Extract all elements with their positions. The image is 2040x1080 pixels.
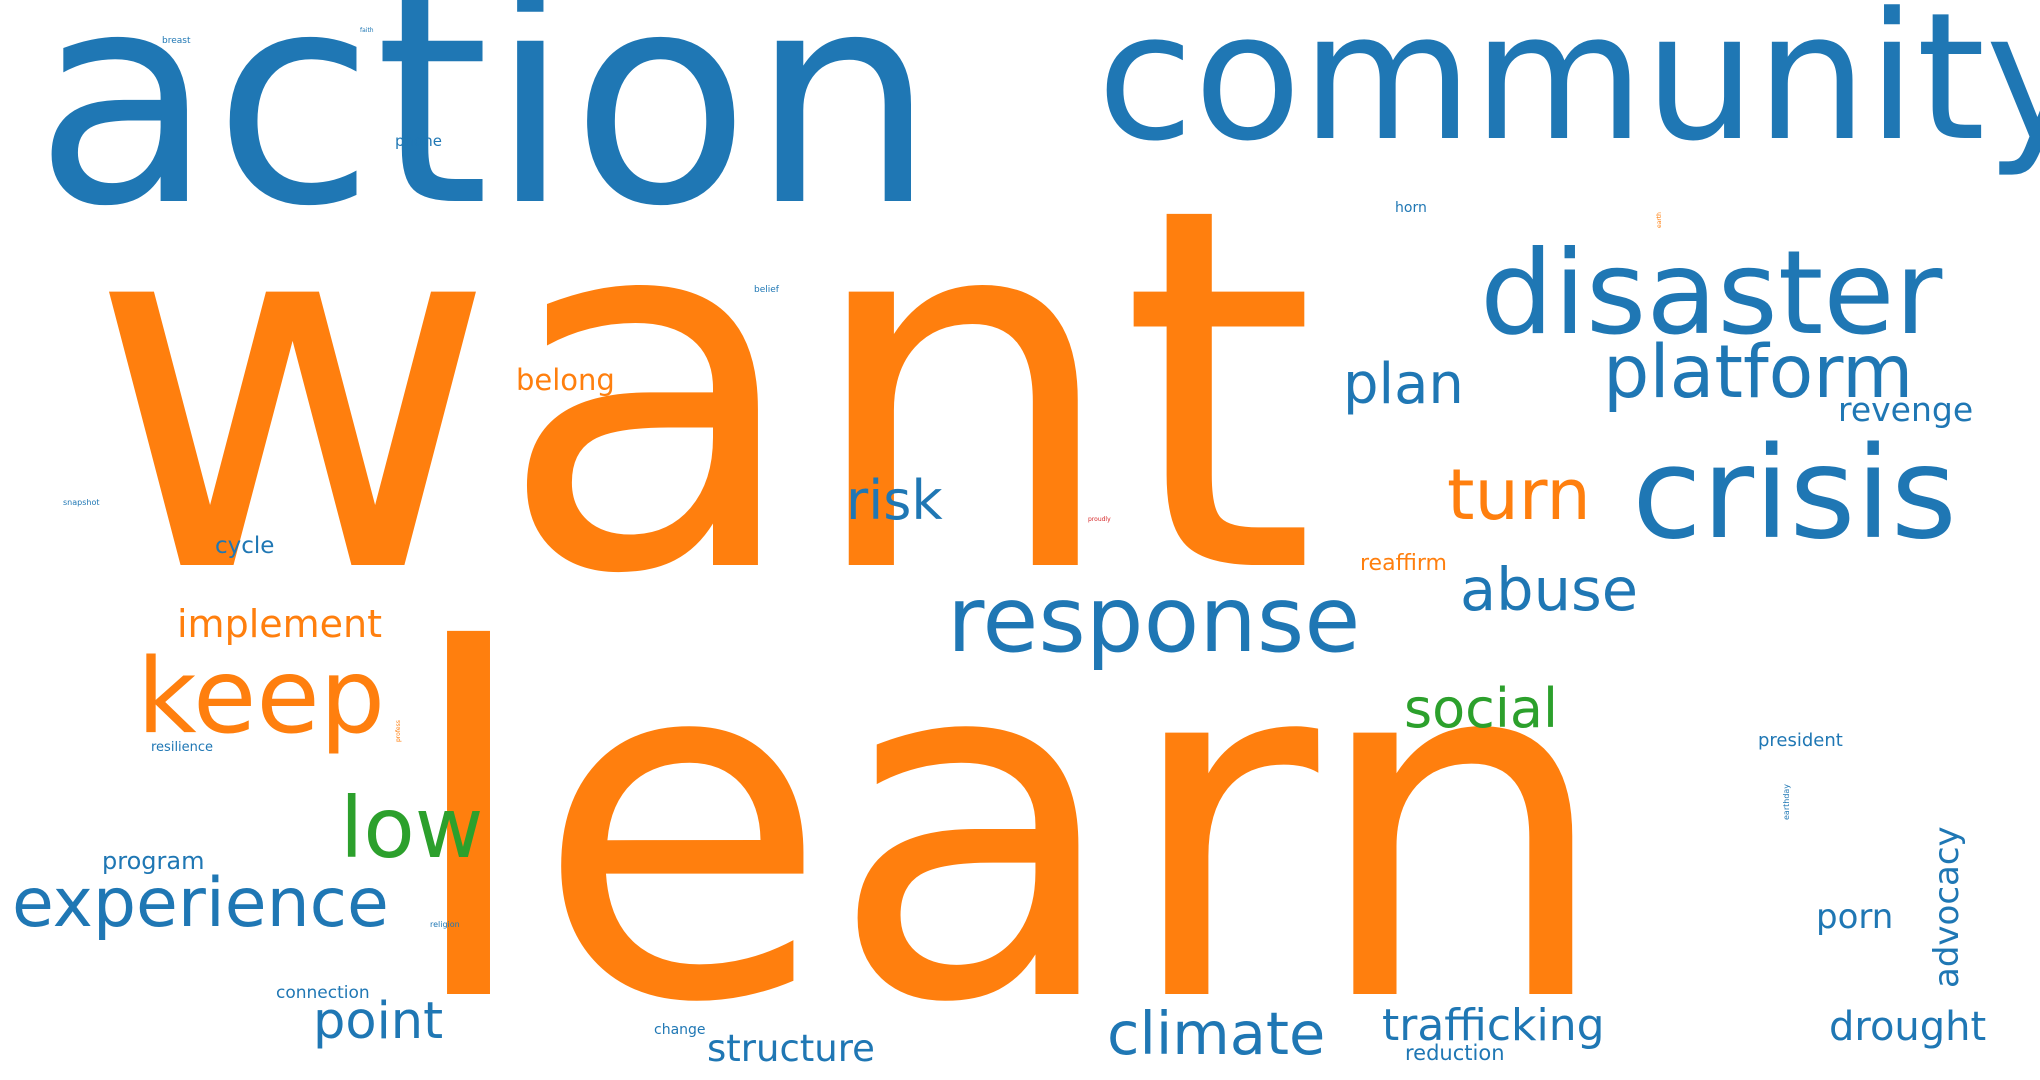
- word-social: social: [1404, 677, 1558, 740]
- word-breast: breast: [162, 36, 191, 46]
- word-advocacy: advocacy: [1927, 826, 1967, 988]
- word-cycle: cycle: [215, 533, 275, 559]
- word-point: point: [313, 992, 444, 1051]
- word-porn: porn: [1816, 897, 1894, 937]
- word-resilience: resilience: [151, 740, 214, 755]
- word-disaster: disaster: [1480, 226, 1943, 361]
- word-revenge: revenge: [1838, 390, 1974, 429]
- word-proudly: proudly: [1088, 516, 1111, 523]
- word-platform: platform: [1603, 330, 1914, 415]
- word-belong: belong: [516, 363, 615, 397]
- word-religion: religion: [430, 920, 460, 929]
- word-turn: turn: [1447, 454, 1591, 536]
- word-horn: horn: [1395, 200, 1427, 216]
- word-structure: structure: [707, 1027, 875, 1070]
- word-phone: phone: [395, 132, 442, 150]
- word-implement: implement: [177, 602, 383, 646]
- word-profess: profess: [395, 720, 402, 742]
- word-program: program: [102, 847, 205, 875]
- word-connection: connection: [276, 983, 370, 1003]
- word-reaffirm: reaffirm: [1360, 551, 1447, 576]
- word-earthday: earthday: [1782, 783, 1791, 820]
- word-change: change: [654, 1022, 706, 1038]
- word-drought: drought: [1829, 1004, 1987, 1050]
- word-belief: belief: [754, 285, 779, 295]
- word-action: action: [34, 0, 936, 271]
- word-risk: risk: [846, 469, 943, 532]
- word-learn: learn: [402, 550, 1613, 1080]
- word-reduction: reduction: [1405, 1041, 1505, 1065]
- word-abuse: abuse: [1460, 555, 1639, 624]
- word-keep: keep: [137, 637, 386, 757]
- word-response: response: [947, 568, 1361, 673]
- word-trafficking: trafficking: [1382, 1000, 1605, 1051]
- word-crisis: crisis: [1632, 419, 1957, 567]
- word-earth: earth: [1656, 212, 1663, 228]
- word-plan: plan: [1343, 352, 1464, 417]
- word-president: president: [1758, 730, 1843, 751]
- word-climate: climate: [1107, 999, 1326, 1068]
- word-want: want: [88, 101, 1317, 683]
- word-low: low: [340, 779, 484, 877]
- word-experience: experience: [12, 864, 389, 943]
- word-faith: faith: [360, 27, 374, 34]
- word-snapshot: snapshot: [63, 498, 100, 507]
- word-community: community: [1097, 0, 2040, 180]
